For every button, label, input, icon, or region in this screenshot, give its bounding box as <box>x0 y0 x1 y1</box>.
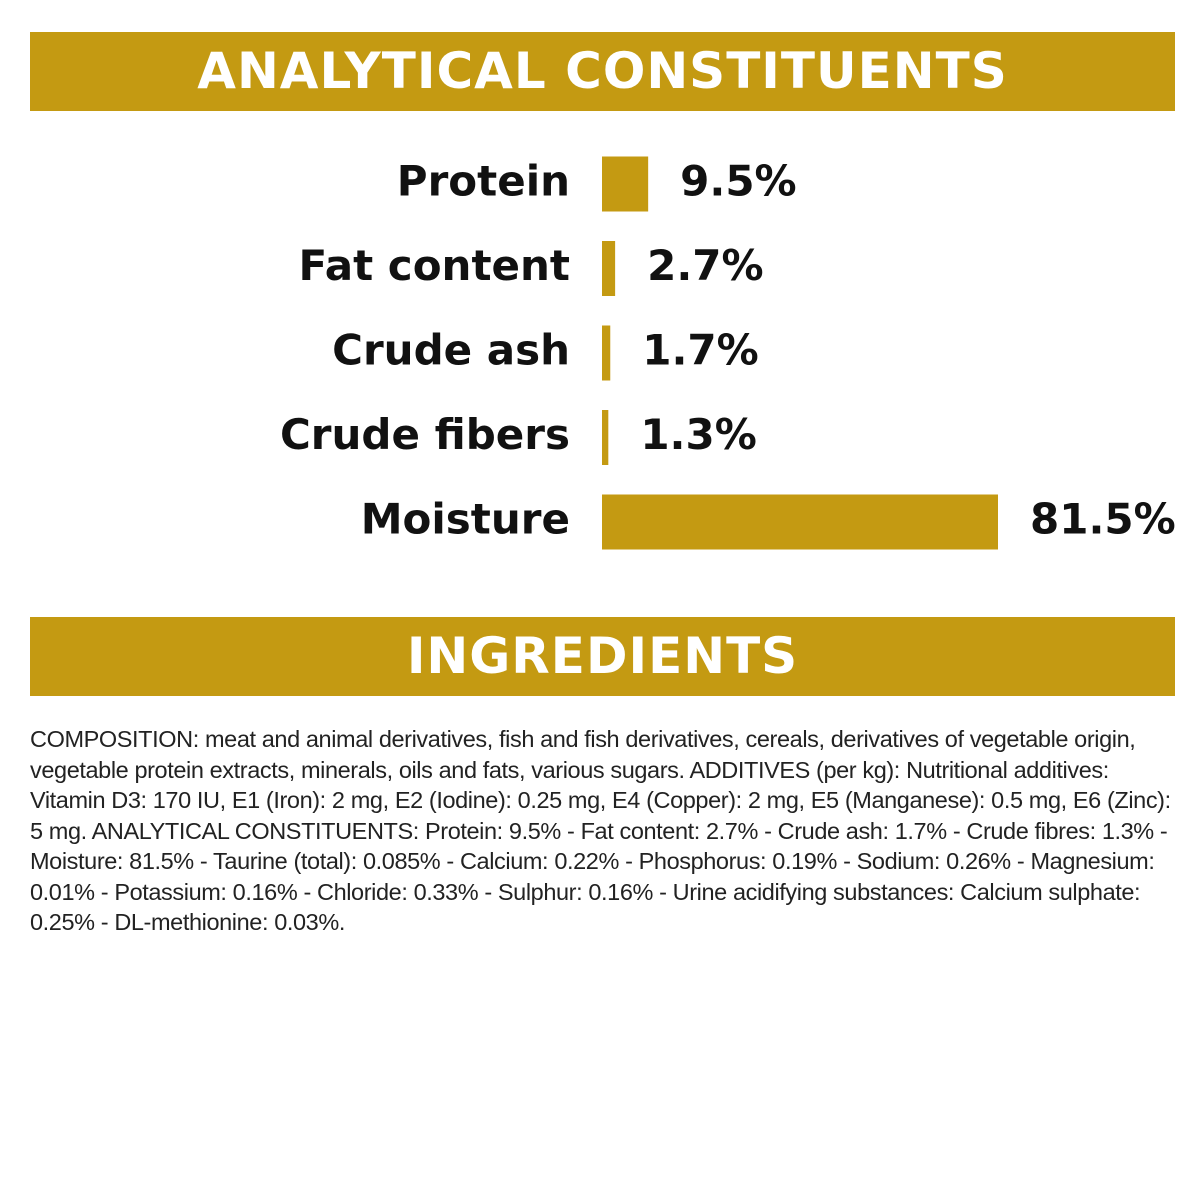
value-label: 1.3% <box>640 410 756 459</box>
category-label: Moisture <box>361 495 570 544</box>
value-label: 81.5% <box>1030 495 1176 544</box>
chart: Protein 9.5% Fat content 2.7% Crude ash 1.7% C… <box>280 156 1176 550</box>
value-label: 9.5% <box>680 157 796 206</box>
bar <box>602 156 649 212</box>
value-label: 2.7% <box>647 241 763 290</box>
category-label: Fat content <box>299 241 570 290</box>
category-label: Crude ash <box>332 326 570 375</box>
category-label: Protein <box>397 157 570 206</box>
section-header: INGREDIENTS <box>30 617 1175 696</box>
bar <box>602 410 609 465</box>
section-header: ANALYTICAL CONSTITUENTS <box>30 32 1175 111</box>
bar <box>602 241 616 296</box>
value-label: 1.7% <box>642 326 758 375</box>
bar <box>602 325 611 381</box>
ingredients-text: COMPOSITION: meat and animal derivatives… <box>30 726 1171 935</box>
bar <box>602 494 998 550</box>
category-label: Crude fibers <box>280 410 570 459</box>
